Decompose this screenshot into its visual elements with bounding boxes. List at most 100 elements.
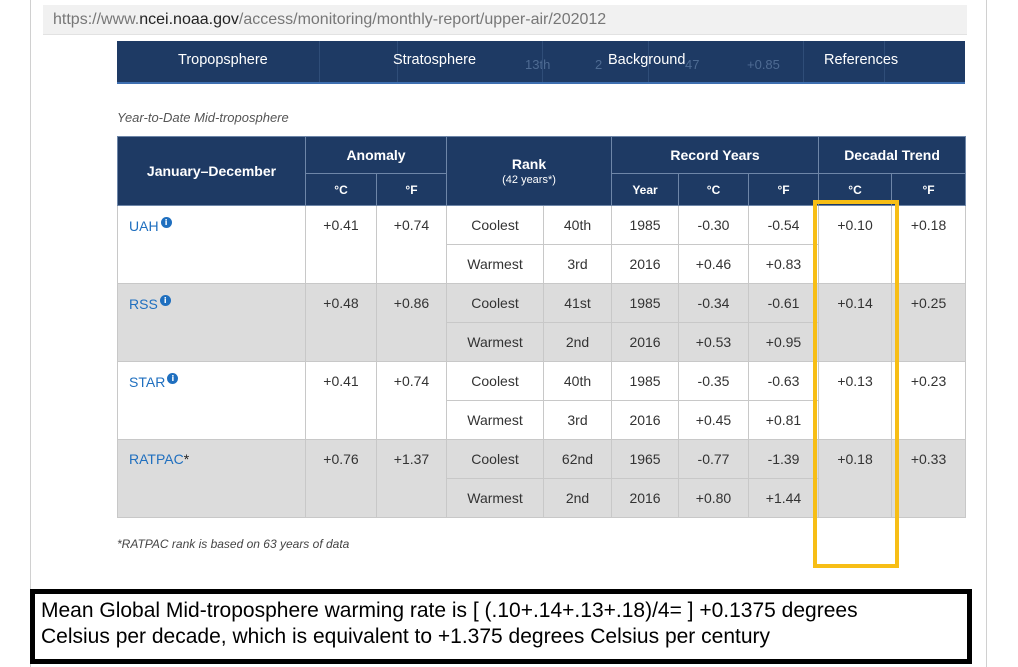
rank-label: Warmest bbox=[446, 322, 544, 362]
record-c: -0.30 bbox=[678, 205, 750, 245]
table-row: Warmest 2nd 2016 +0.53 +0.95 bbox=[118, 322, 966, 362]
info-icon[interactable]: i bbox=[159, 295, 171, 306]
nav-divider bbox=[319, 41, 320, 82]
rank-value: 3rd bbox=[542, 244, 613, 284]
record-year: 2016 bbox=[611, 244, 680, 284]
rank-label: Coolest bbox=[446, 439, 544, 479]
table-row: Warmest 2nd 2016 +0.80 +1.44 bbox=[118, 478, 966, 518]
record-year: 2016 bbox=[611, 400, 680, 440]
record-year: 1965 bbox=[611, 439, 680, 479]
anomaly-c: +0.76 bbox=[305, 439, 377, 518]
nav-ghost-text: 47 bbox=[685, 57, 700, 72]
trend-f: +0.18 bbox=[891, 205, 967, 284]
nav-item-stratosphere[interactable]: Stratosphere bbox=[393, 52, 477, 68]
page-border-left bbox=[30, 0, 31, 667]
record-c: +0.80 bbox=[678, 478, 750, 518]
nav-divider bbox=[884, 41, 885, 82]
subheader-trend-c: °C bbox=[818, 173, 893, 206]
subheader-record-c: °C bbox=[678, 173, 750, 206]
header-decadal-trend: Decadal Trend bbox=[818, 136, 967, 174]
nav-ghost-text: +0.85 bbox=[747, 57, 780, 72]
rank-label: Warmest bbox=[446, 478, 544, 518]
annotation-line-1: Mean Global Mid-troposphere warming rate… bbox=[41, 599, 858, 622]
nav-ghost-text: 13th bbox=[525, 57, 551, 72]
nav-item-references[interactable]: References bbox=[824, 52, 899, 68]
dataset-cell: RATPAC* bbox=[117, 439, 306, 518]
dataset-link-ratpac[interactable]: RATPAC bbox=[129, 451, 184, 467]
anomaly-c: +0.41 bbox=[305, 361, 377, 440]
record-f: -0.63 bbox=[748, 361, 820, 401]
dataset-link-uah[interactable]: UAH bbox=[129, 218, 159, 234]
subheader-record-f: °F bbox=[748, 173, 820, 206]
info-icon[interactable]: i bbox=[167, 373, 179, 384]
record-f: +1.44 bbox=[748, 478, 820, 518]
record-f: -1.39 bbox=[748, 439, 820, 479]
record-c: -0.77 bbox=[678, 439, 750, 479]
header-anomaly: Anomaly bbox=[305, 136, 447, 174]
rank-label: Coolest bbox=[446, 361, 544, 401]
record-f: +0.83 bbox=[748, 244, 820, 284]
page-border-right bbox=[986, 0, 987, 667]
url-domain: ncei.noaa.gov bbox=[139, 11, 239, 28]
table-footnote: *RATPAC rank is based on 63 years of dat… bbox=[117, 537, 350, 551]
rank-value: 2nd bbox=[542, 322, 613, 362]
rank-value: 40th bbox=[542, 205, 613, 245]
rank-value: 40th bbox=[542, 361, 613, 401]
nav-ghost-text: 2 bbox=[595, 57, 603, 72]
dataset-link-star[interactable]: STAR bbox=[129, 374, 166, 390]
header-rank: Rank (42 years*) bbox=[445, 136, 613, 206]
record-c: +0.45 bbox=[678, 400, 750, 440]
anomaly-f: +1.37 bbox=[376, 439, 447, 518]
record-year: 1985 bbox=[611, 361, 680, 401]
url-prefix: https://www. bbox=[53, 11, 140, 28]
record-f: +0.81 bbox=[748, 400, 820, 440]
record-year: 1985 bbox=[611, 283, 680, 323]
record-c: -0.34 bbox=[678, 283, 750, 323]
trend-c: +0.18 bbox=[818, 439, 893, 518]
anomaly-c: +0.41 bbox=[305, 205, 377, 284]
info-icon[interactable]: i bbox=[160, 217, 172, 228]
record-year: 2016 bbox=[611, 322, 680, 362]
dataset-cell: UAH i bbox=[117, 205, 306, 284]
nav-item-troposphere[interactable]: Tropopsphere bbox=[178, 52, 268, 68]
subheader-anomaly-c: °C bbox=[305, 173, 377, 206]
subheader-anomaly-f: °F bbox=[376, 173, 447, 206]
record-c: +0.46 bbox=[678, 244, 750, 284]
nav-item-background[interactable]: Background bbox=[608, 52, 686, 68]
trend-f: +0.33 bbox=[891, 439, 967, 518]
rank-value: 62nd bbox=[542, 439, 613, 479]
dataset-link-rss[interactable]: RSS bbox=[129, 296, 158, 312]
trend-c: +0.10 bbox=[818, 205, 893, 284]
footnote-star: * bbox=[183, 451, 190, 467]
record-c: -0.35 bbox=[678, 361, 750, 401]
header-period: January–December bbox=[117, 136, 306, 206]
record-f: +0.95 bbox=[748, 322, 820, 362]
nav-divider bbox=[648, 41, 649, 82]
dataset-cell: RSS i bbox=[117, 283, 306, 362]
header-rank-sub: (42 years*) bbox=[502, 174, 556, 186]
table-row: UAH i +0.41 +0.74 Coolest 40th 1985 -0.30… bbox=[117, 205, 967, 284]
anomaly-f: +0.74 bbox=[376, 205, 447, 284]
table-row: STAR i +0.41 +0.74 Coolest 40th 1985 -0.3… bbox=[117, 361, 967, 440]
annotation-box: Mean Global Mid-troposphere warming rate… bbox=[30, 589, 972, 664]
nav-divider bbox=[397, 41, 398, 82]
address-bar[interactable]: https://www.ncei.noaa.gov/access/monitor… bbox=[43, 5, 967, 35]
anomaly-c: +0.48 bbox=[305, 283, 377, 362]
record-year: 1985 bbox=[611, 205, 680, 245]
rank-value: 41st bbox=[542, 283, 613, 323]
trend-c: +0.13 bbox=[818, 361, 893, 440]
subheader-year: Year bbox=[611, 173, 680, 206]
annotation-line-2: Celsius per decade, which is equivalent … bbox=[41, 625, 771, 648]
rank-label: Coolest bbox=[446, 205, 544, 245]
trend-f: +0.25 bbox=[891, 283, 967, 362]
table-caption: Year-to-Date Mid-troposphere bbox=[117, 110, 289, 125]
record-c: +0.53 bbox=[678, 322, 750, 362]
dataset-cell: STAR i bbox=[117, 361, 306, 440]
rank-label: Coolest bbox=[446, 283, 544, 323]
anomaly-f: +0.86 bbox=[376, 283, 447, 362]
mid-troposphere-table: January–December Anomaly Rank (42 years*)… bbox=[117, 136, 967, 518]
section-nav: 13th 2 47 +0.85 Tropopsphere Stratospher… bbox=[117, 41, 965, 84]
record-f: -0.61 bbox=[748, 283, 820, 323]
subheader-trend-f: °F bbox=[891, 173, 967, 206]
table-row: RATPAC* +0.76 +1.37 Coolest 62nd 1965 -0… bbox=[117, 439, 967, 518]
